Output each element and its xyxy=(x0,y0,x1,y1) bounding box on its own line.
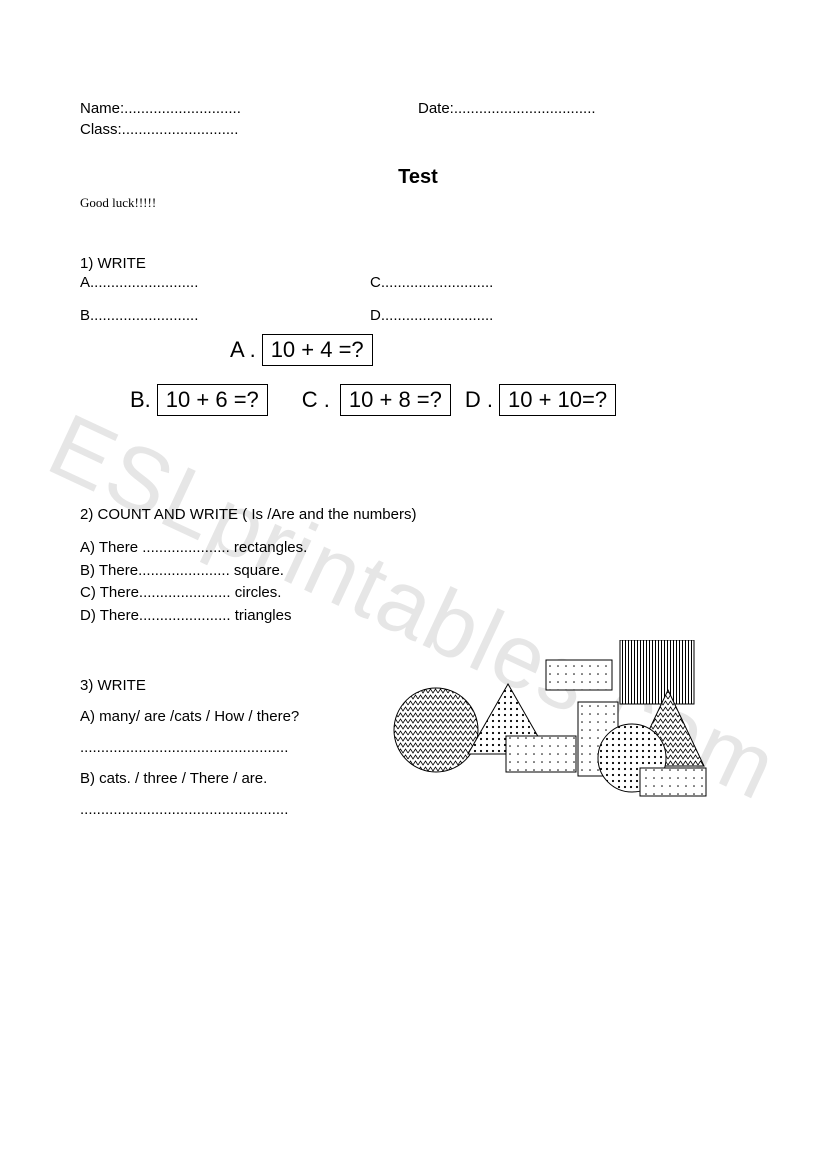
q1-heading: 1) WRITE xyxy=(80,255,756,272)
eq-a-label: A . xyxy=(230,337,256,363)
header-row: Name:............................ Date:.… xyxy=(80,100,756,117)
class-label: Class:............................ xyxy=(80,121,756,138)
q2-lines: A) There ..................... rectangle… xyxy=(80,537,756,627)
name-label: Name:............................ xyxy=(80,100,418,117)
q2-b: B) There...................... square. xyxy=(80,560,756,583)
equation-row-2: B. 10 + 6 =? C . 10 + 8 =? D . 10 + 10=? xyxy=(80,384,756,416)
q2-c: C) There...................... circles. xyxy=(80,582,756,605)
q1-d-blank: D........................... xyxy=(370,307,493,324)
shapes-illustration xyxy=(388,640,708,810)
eq-b-label: B. xyxy=(130,387,151,413)
q1-answer-row1: A.......................... C...........… xyxy=(80,274,756,291)
q2-d: D) There...................... triangles xyxy=(80,605,756,628)
q2-a: A) There ..................... rectangle… xyxy=(80,537,756,560)
q1-c-blank: C........................... xyxy=(370,274,493,291)
q1-answer-row2: B.......................... D...........… xyxy=(80,307,756,324)
eq-c-box: 10 + 8 =? xyxy=(340,384,451,416)
good-luck-text: Good luck!!!!! xyxy=(80,195,756,211)
eq-b-box: 10 + 6 =? xyxy=(157,384,268,416)
q1-b-blank: B.......................... xyxy=(80,307,370,324)
equation-row-1: A . 10 + 4 =? xyxy=(80,334,756,366)
q2-heading: 2) COUNT AND WRITE ( Is /Are and the num… xyxy=(80,506,756,523)
eq-a-box: 10 + 4 =? xyxy=(262,334,373,366)
eq-d-box: 10 + 10=? xyxy=(499,384,616,416)
page-title: Test xyxy=(80,166,756,189)
date-label: Date:.................................. xyxy=(418,100,756,117)
q1-a-blank: A.......................... xyxy=(80,274,370,291)
eq-d-label: D . xyxy=(465,387,493,413)
eq-c-label: C . xyxy=(302,387,330,413)
